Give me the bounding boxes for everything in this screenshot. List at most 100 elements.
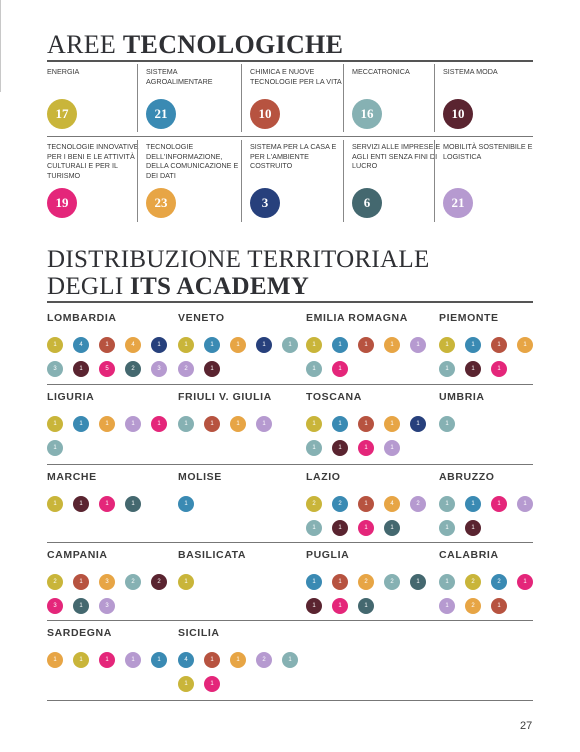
its-count-dot: 1 bbox=[73, 598, 89, 614]
its-count-dot: 1 bbox=[306, 361, 322, 377]
its-count-dot: 4 bbox=[178, 652, 194, 668]
its-count-dot: 1 bbox=[410, 337, 426, 353]
its-count-dot: 1 bbox=[410, 416, 426, 432]
its-count-dot: 1 bbox=[306, 520, 322, 536]
column-divider bbox=[343, 140, 344, 222]
its-count-dot: 1 bbox=[384, 520, 400, 536]
its-count-dot: 1 bbox=[73, 416, 89, 432]
its-count-dot: 1 bbox=[282, 337, 298, 353]
its-count-dot: 1 bbox=[125, 416, 141, 432]
sectors-divider bbox=[47, 136, 533, 137]
its-count-dot: 2 bbox=[178, 361, 194, 377]
its-count-dot: 1 bbox=[204, 361, 220, 377]
region-name: MARCHE bbox=[47, 471, 97, 483]
its-count-dot: 1 bbox=[47, 496, 63, 512]
its-count-dot: 1 bbox=[332, 598, 348, 614]
its-count-dot: 1 bbox=[439, 574, 455, 590]
its-count-dot: 1 bbox=[410, 574, 426, 590]
its-count-dot: 1 bbox=[358, 337, 374, 353]
region-name: PIEMONTE bbox=[439, 312, 499, 324]
its-count-dot: 1 bbox=[204, 676, 220, 692]
column-divider bbox=[137, 140, 138, 222]
its-count-dot: 1 bbox=[282, 652, 298, 668]
region-name: EMILIA ROMAGNA bbox=[306, 312, 408, 324]
sector-label: MECCATRONICA bbox=[352, 67, 410, 76]
sector-count-badge: 3 bbox=[250, 188, 280, 218]
sector-label: SISTEMA AGROALIMENTARE bbox=[146, 67, 213, 86]
its-count-dot: 1 bbox=[517, 337, 533, 353]
its-count-dot: 2 bbox=[47, 574, 63, 590]
its-count-dot: 1 bbox=[439, 416, 455, 432]
region-name: VENETO bbox=[178, 312, 225, 324]
its-count-dot: 1 bbox=[465, 520, 481, 536]
its-count-dot: 1 bbox=[491, 361, 507, 377]
its-count-dot: 5 bbox=[99, 361, 115, 377]
its-count-dot: 1 bbox=[332, 440, 348, 456]
its-count-dot: 1 bbox=[230, 652, 246, 668]
its-count-dot: 1 bbox=[204, 416, 220, 432]
its-count-dot: 1 bbox=[99, 496, 115, 512]
its-count-dot: 1 bbox=[178, 496, 194, 512]
sector-count-badge: 21 bbox=[443, 188, 473, 218]
column-divider bbox=[434, 64, 435, 132]
sector-count-badge: 17 bbox=[47, 99, 77, 129]
its-count-dot: 2 bbox=[125, 361, 141, 377]
column-divider bbox=[241, 140, 242, 222]
its-count-dot: 2 bbox=[410, 496, 426, 512]
its-count-dot: 1 bbox=[491, 337, 507, 353]
its-count-dot: 1 bbox=[384, 440, 400, 456]
sector-count-badge: 10 bbox=[443, 99, 473, 129]
distribution-title-bold: ITS ACADEMY bbox=[130, 273, 310, 300]
its-count-dot: 1 bbox=[358, 496, 374, 512]
its-count-dot: 2 bbox=[306, 496, 322, 512]
its-count-dot: 1 bbox=[439, 496, 455, 512]
region-name: LOMBARDIA bbox=[47, 312, 117, 324]
sector-label: ENERGIA bbox=[47, 67, 80, 76]
region-name: SARDEGNA bbox=[47, 627, 112, 639]
its-count-dot: 1 bbox=[73, 652, 89, 668]
sector-count-badge: 21 bbox=[146, 99, 176, 129]
region-row-divider bbox=[47, 700, 533, 701]
its-count-dot: 1 bbox=[332, 520, 348, 536]
region-row-divider bbox=[47, 542, 533, 543]
its-count-dot: 1 bbox=[358, 440, 374, 456]
its-count-dot: 1 bbox=[178, 676, 194, 692]
region-name: TOSCANA bbox=[306, 391, 362, 403]
its-count-dot: 1 bbox=[151, 652, 167, 668]
its-count-dot: 1 bbox=[332, 361, 348, 377]
distribution-title-rule bbox=[47, 301, 533, 303]
sector-label: CHIMICA E NUOVE TECNOLOGIE PER LA VITA bbox=[250, 67, 342, 86]
its-count-dot: 3 bbox=[151, 361, 167, 377]
its-count-dot: 1 bbox=[332, 337, 348, 353]
its-count-dot: 1 bbox=[465, 496, 481, 512]
region-name: ABRUZZO bbox=[439, 471, 495, 483]
sector-label: TECNOLOGIE DELL'INFORMAZIONE, DELLA COMU… bbox=[146, 142, 239, 180]
its-count-dot: 1 bbox=[384, 416, 400, 432]
its-count-dot: 1 bbox=[491, 598, 507, 614]
its-count-dot: 1 bbox=[332, 574, 348, 590]
region-name: CALABRIA bbox=[439, 549, 499, 561]
aree-title-light: AREE bbox=[47, 30, 117, 59]
region-row-divider bbox=[47, 620, 533, 621]
its-count-dot: 1 bbox=[306, 598, 322, 614]
its-count-dot: 1 bbox=[439, 520, 455, 536]
its-count-dot: 2 bbox=[491, 574, 507, 590]
its-count-dot: 1 bbox=[465, 337, 481, 353]
its-count-dot: 1 bbox=[256, 416, 272, 432]
region-name: SICILIA bbox=[178, 627, 220, 639]
column-divider bbox=[241, 64, 242, 132]
its-count-dot: 1 bbox=[178, 337, 194, 353]
distribution-title: DISTRIBUZIONE TERRITORIALE DEGLI ITS ACA… bbox=[47, 246, 430, 300]
its-count-dot: 1 bbox=[306, 337, 322, 353]
region-name: PUGLIA bbox=[306, 549, 350, 561]
its-count-dot: 3 bbox=[99, 574, 115, 590]
its-count-dot: 1 bbox=[178, 574, 194, 590]
its-count-dot: 1 bbox=[99, 416, 115, 432]
its-count-dot: 3 bbox=[47, 598, 63, 614]
sector-label: TECNOLOGIE INNOVATIVE PER I BENI E LE AT… bbox=[47, 142, 139, 180]
its-count-dot: 1 bbox=[439, 361, 455, 377]
its-count-dot: 1 bbox=[517, 496, 533, 512]
its-count-dot: 1 bbox=[306, 440, 322, 456]
distribution-title-line1: DISTRIBUZIONE TERRITORIALE bbox=[47, 246, 430, 273]
its-count-dot: 2 bbox=[256, 652, 272, 668]
